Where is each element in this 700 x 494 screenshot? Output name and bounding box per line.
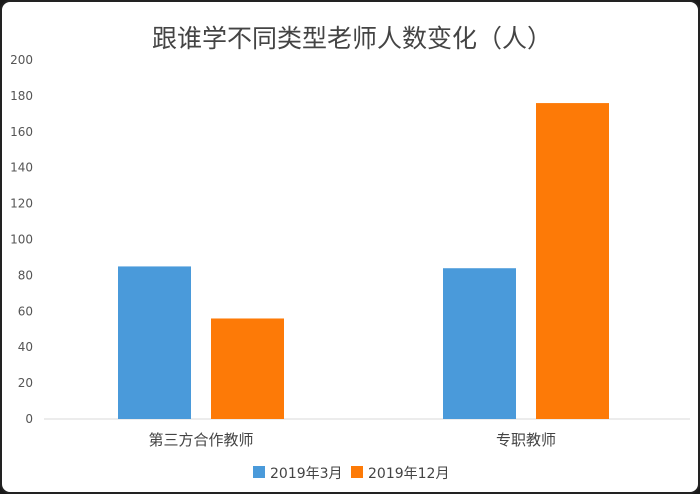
legend-label: 2019年3月 (270, 466, 343, 482)
y-tick-label: 80 (18, 268, 33, 282)
legend-label: 2019年12月 (368, 466, 449, 482)
y-axis: 0 20 40 60 80 100 120 140 160 180 200 (10, 53, 33, 426)
y-tick-label: 140 (10, 161, 33, 175)
y-tick-label: 60 (18, 304, 33, 318)
y-tick-label: 120 (10, 197, 33, 211)
y-tick-label: 0 (25, 412, 33, 426)
bar-mar-2019-1 (443, 268, 516, 419)
chart-title: 跟谁学不同类型老师人数变化（人） (152, 24, 552, 53)
legend-swatch (351, 466, 363, 478)
bar-dec-2019-1 (536, 103, 609, 419)
x-axis-labels: 第三方合作教师 专职教师 (148, 431, 556, 449)
x-category-label: 第三方合作教师 (148, 431, 253, 449)
bar-dec-2019-0 (211, 318, 284, 419)
y-tick-label: 40 (18, 340, 33, 354)
y-tick-label: 100 (10, 233, 33, 247)
y-tick-label: 200 (10, 53, 33, 67)
y-tick-label: 180 (10, 89, 33, 103)
bars (118, 103, 609, 419)
legend-swatch (253, 466, 265, 478)
legend: 2019年3月 2019年12月 (253, 466, 449, 482)
y-tick-label: 160 (10, 125, 33, 139)
y-tick-label: 20 (18, 376, 33, 390)
x-category-label: 专职教师 (496, 431, 556, 449)
bar-mar-2019-0 (118, 266, 191, 419)
